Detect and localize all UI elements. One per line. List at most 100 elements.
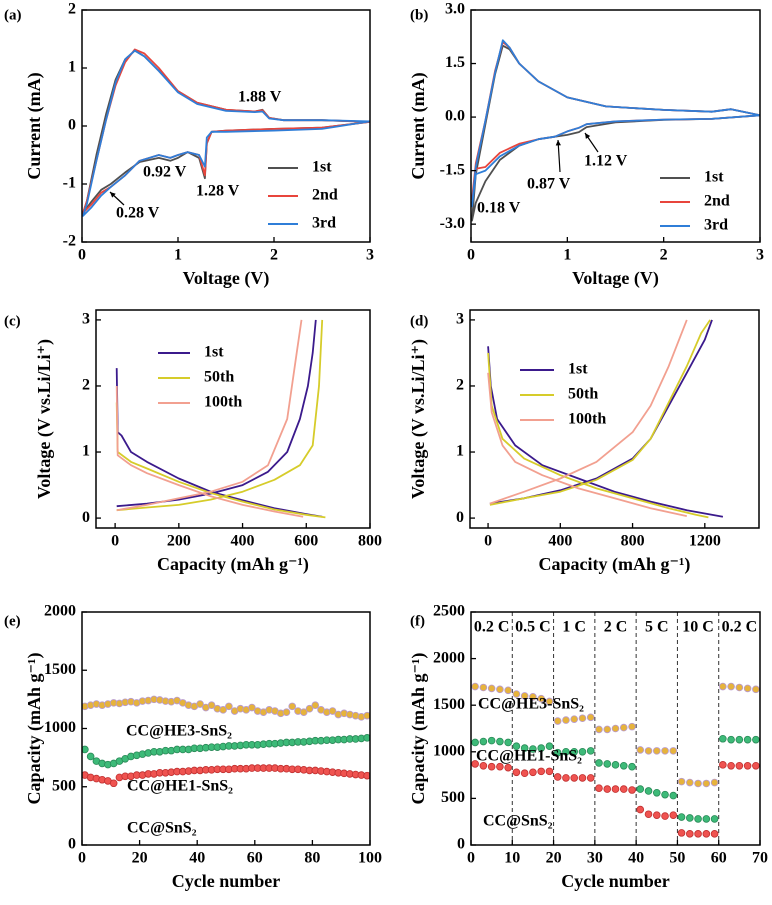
x-tick-label: 60: [247, 850, 263, 867]
legend-label: 100th: [568, 411, 606, 428]
plot-area: [471, 39, 760, 222]
y-tick-label: 3.0: [445, 1, 465, 18]
data-point: [496, 762, 504, 771]
data-line: [82, 49, 370, 217]
panel: 0 1 2 3 -3.0 -1.5 0.0 1.5 3.0 Voltage (V) Current …: [408, 1, 764, 289]
x-tick-label: 20: [546, 850, 562, 867]
y-tick-label: 0: [456, 509, 464, 526]
data-point: [479, 737, 488, 746]
data-point: [595, 784, 603, 792]
data-point: [363, 711, 370, 720]
plot-area: [82, 695, 370, 788]
rate-label: 0.5 C: [515, 619, 551, 636]
data-point: [686, 814, 694, 822]
data-point: [529, 693, 537, 701]
y-tick-label: -2: [63, 233, 76, 250]
data-point: [225, 702, 233, 711]
plot-area: [82, 48, 370, 217]
x-tick-label: 2: [270, 247, 278, 264]
legend-label: 50th: [204, 369, 234, 386]
x-tick-label: 20: [132, 850, 148, 867]
x-tick-label: 2: [660, 247, 668, 264]
data-point: [686, 778, 694, 787]
data-point: [529, 768, 537, 777]
y-tick-label: 0: [82, 509, 90, 526]
data-point: [603, 760, 612, 768]
y-axis-label: Voltage (V vs.Li/Li⁺): [408, 339, 429, 499]
x-tick-label: 40: [189, 850, 205, 867]
data-point: [471, 682, 479, 691]
data-point: [86, 752, 95, 761]
x-tick-label: 3: [366, 247, 374, 264]
data-point: [619, 723, 628, 732]
data-point: [669, 747, 678, 755]
data-point: [694, 815, 702, 823]
y-tick-label: -1: [63, 175, 76, 192]
x-tick-label: 60: [711, 850, 727, 867]
data-point: [487, 684, 496, 693]
x-tick-label: 30: [587, 850, 603, 867]
data-point: [545, 767, 554, 776]
x-tick-label: 0: [467, 247, 475, 264]
data-point: [719, 761, 727, 769]
data-point: [710, 830, 719, 838]
data-point: [363, 771, 370, 780]
y-tick-label: 1000: [44, 719, 76, 736]
data-point: [578, 774, 587, 782]
data-point: [669, 791, 678, 800]
data-point: [628, 762, 636, 771]
data-point: [562, 747, 570, 756]
data-point: [504, 738, 512, 747]
y-tick-label: -3.0: [440, 215, 465, 232]
series-label: CC@SnS₂: [127, 820, 197, 837]
x-tick-label: 600: [294, 533, 318, 550]
annotation: 1.28 V: [196, 183, 240, 200]
legend-label: 1st: [704, 169, 724, 186]
y-tick-label: 2000: [44, 603, 76, 620]
data-line: [487, 319, 711, 519]
data-point: [586, 713, 595, 722]
data-point: [537, 767, 545, 776]
data-point: [328, 707, 337, 715]
data-line: [487, 319, 688, 517]
data-point: [479, 683, 488, 692]
y-axis-label: Current (mA): [24, 72, 45, 179]
series-label: CC@HE3-SnS₂: [478, 696, 584, 713]
legend-label: 1st: [568, 361, 588, 378]
x-tick-label: 0: [78, 247, 86, 264]
plot-area: [115, 319, 326, 519]
panel-label: (b): [410, 7, 428, 23]
data-point: [603, 785, 612, 793]
annotation: 0.92 V: [143, 164, 187, 181]
data-point: [694, 779, 702, 788]
data-point: [702, 830, 711, 838]
x-axis-label: Voltage (V): [183, 268, 270, 289]
data-point: [82, 745, 89, 754]
arrow-head: [585, 133, 591, 139]
x-tick-label: 10: [504, 850, 520, 867]
data-point: [644, 810, 653, 819]
data-point: [743, 761, 752, 770]
data-point: [196, 700, 204, 708]
x-tick-label: 100: [358, 850, 382, 867]
series-label: CC@HE3-SnS₂: [126, 723, 232, 740]
x-tick-label: 800: [358, 533, 382, 550]
x-axis-label: Capacity (mAh g⁻¹): [157, 554, 309, 575]
data-point: [282, 708, 291, 716]
data-point: [504, 686, 512, 695]
data-point: [677, 777, 686, 786]
data-point: [248, 703, 256, 712]
rate-label: 0.2 C: [722, 619, 758, 636]
legend-label: 100th: [204, 394, 242, 411]
data-point: [529, 745, 537, 753]
y-tick-label: 3: [456, 311, 464, 328]
rate-label: 2 C: [604, 619, 628, 636]
data-point: [710, 815, 719, 823]
data-point: [578, 714, 587, 723]
y-tick-label: 2500: [433, 603, 465, 620]
data-point: [545, 697, 554, 706]
data-point: [719, 734, 727, 743]
data-point: [628, 786, 636, 794]
data-line: [471, 39, 760, 208]
